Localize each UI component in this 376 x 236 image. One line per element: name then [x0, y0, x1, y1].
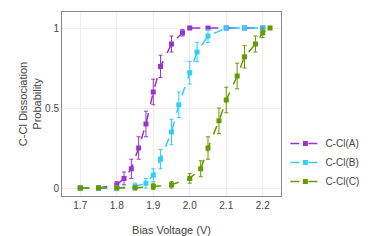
- svg-text:C-Cl(C): C-Cl(C): [325, 176, 359, 187]
- svg-text:0: 0: [53, 183, 59, 194]
- svg-text:2.1: 2.1: [219, 200, 233, 211]
- svg-text:2.0: 2.0: [183, 200, 197, 211]
- svg-text:Bias Voltage (V): Bias Voltage (V): [132, 224, 211, 236]
- svg-text:1: 1: [53, 23, 59, 34]
- svg-text:C-Cl(B): C-Cl(B): [325, 157, 358, 168]
- svg-text:0.5: 0.5: [45, 103, 59, 114]
- svg-text:1.7: 1.7: [73, 200, 87, 211]
- svg-text:C-Cl(A): C-Cl(A): [325, 138, 358, 149]
- svg-text:1.9: 1.9: [146, 200, 160, 211]
- svg-text:1.8: 1.8: [110, 200, 124, 211]
- svg-text:C-Cl DissociationProbability: C-Cl DissociationProbability: [17, 62, 43, 146]
- svg-text:2.2: 2.2: [256, 200, 270, 211]
